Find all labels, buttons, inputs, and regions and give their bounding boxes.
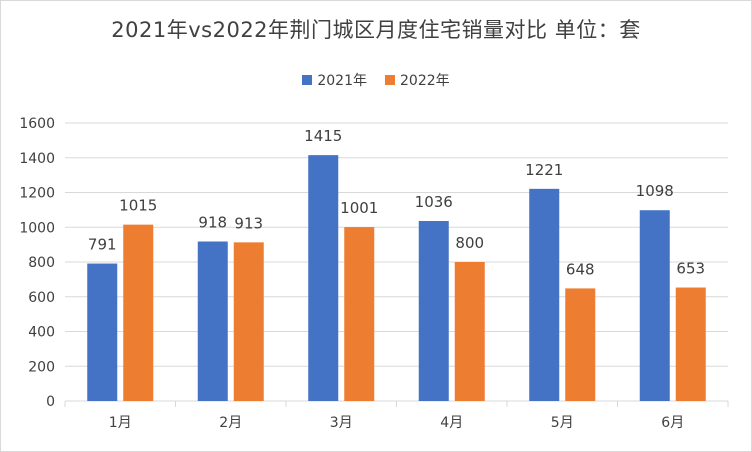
bar-2021 xyxy=(197,241,228,401)
bar-2022 xyxy=(454,262,485,401)
y-tick-label: 1000 xyxy=(19,220,55,236)
bar-2022 xyxy=(233,242,264,401)
x-tick-label: 5月 xyxy=(551,415,574,431)
legend-item-2021: 2021年 xyxy=(302,70,367,90)
x-tick-label: 3月 xyxy=(330,415,353,431)
data-label: 648 xyxy=(566,260,595,278)
legend-swatch-2021 xyxy=(302,75,313,85)
data-label: 791 xyxy=(88,236,117,254)
bar-2021 xyxy=(639,210,670,401)
data-label: 653 xyxy=(676,260,705,278)
x-tick-label: 1月 xyxy=(109,415,132,431)
x-tick-label: 6月 xyxy=(661,415,684,431)
x-tick-label: 2月 xyxy=(219,415,242,431)
bar-2021 xyxy=(308,155,339,401)
legend: 2021年 2022年 xyxy=(0,70,752,90)
y-tick-label: 400 xyxy=(28,325,55,341)
y-tick-label: 600 xyxy=(28,290,55,306)
data-label: 1001 xyxy=(340,199,378,217)
bar-2022 xyxy=(123,224,154,401)
data-label: 800 xyxy=(455,234,484,252)
x-tick-label: 4月 xyxy=(440,415,463,431)
y-tick-label: 1400 xyxy=(19,151,55,167)
data-label: 1036 xyxy=(415,193,453,211)
legend-label-2021: 2021年 xyxy=(317,73,367,89)
y-tick-label: 800 xyxy=(28,255,55,271)
chart-title: 2021年vs2022年荆门城区月度住宅销量对比 单位：套 xyxy=(111,18,641,42)
y-tick-label: 0 xyxy=(46,394,55,410)
y-tick-label: 1200 xyxy=(19,186,55,202)
legend-label-2022: 2022年 xyxy=(400,73,450,89)
bar-2021 xyxy=(87,263,118,401)
bar-2022 xyxy=(344,227,375,401)
legend-swatch-2022 xyxy=(385,75,395,85)
y-tick-label: 1600 xyxy=(19,116,55,132)
data-label: 913 xyxy=(234,214,263,232)
data-label: 918 xyxy=(198,213,227,231)
data-label: 1015 xyxy=(119,197,157,215)
bar-2021 xyxy=(529,188,560,401)
legend-item-2022: 2022年 xyxy=(385,70,450,90)
y-tick-label: 200 xyxy=(28,359,55,375)
bar-2022 xyxy=(565,288,596,401)
bar-2021 xyxy=(418,220,449,401)
data-label: 1415 xyxy=(304,127,342,145)
data-label: 1098 xyxy=(636,182,674,200)
data-label: 1221 xyxy=(525,161,563,179)
bar-2022 xyxy=(675,287,706,401)
